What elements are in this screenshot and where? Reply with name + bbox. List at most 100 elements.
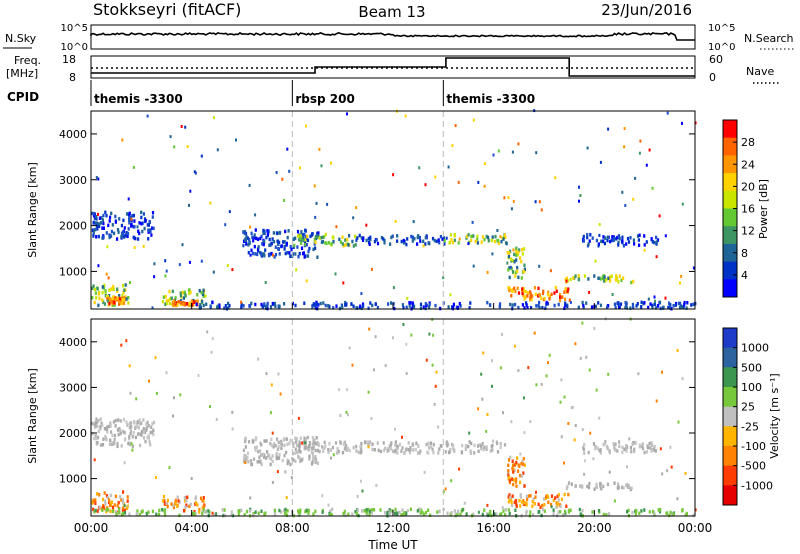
echo-cell <box>120 419 122 423</box>
echo-cell <box>615 278 617 282</box>
echo-cell <box>201 260 203 263</box>
echo-cell <box>623 244 625 248</box>
echo-cell <box>305 124 307 127</box>
echo-cell <box>461 444 463 448</box>
echo-cell <box>201 512 203 516</box>
echo-cell <box>252 252 254 256</box>
echo-cell <box>449 293 451 296</box>
echo-cell <box>142 418 144 422</box>
echo-cell <box>126 212 128 216</box>
echo-cell <box>260 443 262 447</box>
echo-cell <box>514 260 516 264</box>
echo-cell <box>156 392 158 395</box>
echo-cell <box>541 504 543 508</box>
echo-cell <box>259 237 261 241</box>
echo-cell <box>496 442 498 446</box>
echo-cell <box>538 304 540 308</box>
echo-cell <box>607 483 609 487</box>
echo-cell <box>665 234 667 237</box>
echo-cell <box>417 444 419 448</box>
echo-cell <box>594 447 596 451</box>
colorbar-swatch <box>723 328 737 348</box>
echo-cell <box>304 446 306 450</box>
cpid-row: CPID themis -3300 rbsp 200 themis -3300 <box>7 80 535 106</box>
echo-cell <box>176 303 178 307</box>
echo-cell <box>190 503 192 507</box>
echo-cell <box>508 458 510 462</box>
echo-cell <box>549 354 551 357</box>
echo-cell <box>107 299 109 302</box>
echo-cell <box>408 301 410 305</box>
echo-cell <box>436 371 438 374</box>
colorbar-tick-label: 8 <box>741 247 748 260</box>
echo-cell <box>415 448 417 452</box>
echo-cell <box>164 508 166 512</box>
echo-cell <box>570 301 572 304</box>
colorbar-swatch <box>723 209 737 227</box>
echo-cell <box>255 448 257 452</box>
velocity-ylabel: Slant Range [km] <box>26 368 39 464</box>
echo-cell <box>274 302 276 306</box>
echo-cell <box>303 233 305 237</box>
date-title: 23/Jun/2016 <box>601 1 692 19</box>
echo-cell <box>517 369 519 372</box>
echo-cell <box>297 234 299 238</box>
echo-cell <box>169 302 171 306</box>
echo-cell <box>257 238 259 242</box>
echo-cell <box>402 303 404 307</box>
echo-cell <box>508 251 510 255</box>
echo-cell <box>547 495 549 499</box>
echo-cell <box>371 268 373 271</box>
echo-cell <box>147 421 149 425</box>
echo-cell <box>286 242 288 246</box>
echo-cell <box>184 496 186 500</box>
echo-cell <box>126 507 128 511</box>
echo-cell <box>238 509 240 513</box>
echo-cell <box>422 240 424 244</box>
echo-cell <box>152 215 154 219</box>
echo-cell <box>282 459 284 463</box>
echo-cell <box>347 513 349 517</box>
echo-cell <box>448 241 450 245</box>
echo-cell <box>272 432 274 435</box>
echo-cell <box>481 398 483 401</box>
echo-cell <box>278 453 280 457</box>
echo-cell <box>361 509 363 513</box>
echo-cell <box>112 506 114 510</box>
echo-cell <box>583 447 585 451</box>
echo-cell <box>272 254 274 257</box>
echo-cell <box>344 514 346 518</box>
echo-cell <box>295 448 297 452</box>
colorbar-swatch <box>723 138 737 156</box>
echo-cell <box>224 223 226 226</box>
echo-cell <box>472 221 474 224</box>
colorbar-swatch <box>723 387 737 407</box>
echo-cell <box>340 240 342 244</box>
echo-cell <box>321 494 323 497</box>
echo-cell <box>407 509 409 512</box>
echo-cell <box>191 477 193 480</box>
cpid-label: CPID <box>7 90 39 104</box>
echo-cell <box>165 275 167 278</box>
echo-cell <box>399 443 401 447</box>
echo-cell <box>133 225 135 229</box>
echo-cell <box>201 291 203 295</box>
echo-cell <box>288 229 290 233</box>
echo-cell <box>252 239 254 243</box>
echo-cell <box>263 243 265 247</box>
echo-cell <box>457 510 459 514</box>
echo-cell <box>120 344 122 347</box>
echo-cell <box>396 239 398 243</box>
echo-cell <box>301 442 303 445</box>
echo-cell <box>298 441 300 445</box>
echo-cell <box>535 200 537 203</box>
echo-cell <box>93 221 95 225</box>
echo-cell <box>581 484 583 488</box>
echo-cell <box>604 242 606 246</box>
echo-cell <box>113 232 115 236</box>
echo-cell <box>515 254 517 258</box>
echo-cell <box>243 304 245 308</box>
echo-cell <box>527 291 529 295</box>
echo-cell <box>469 301 471 305</box>
colorbar-tick-label: -100 <box>741 440 766 453</box>
